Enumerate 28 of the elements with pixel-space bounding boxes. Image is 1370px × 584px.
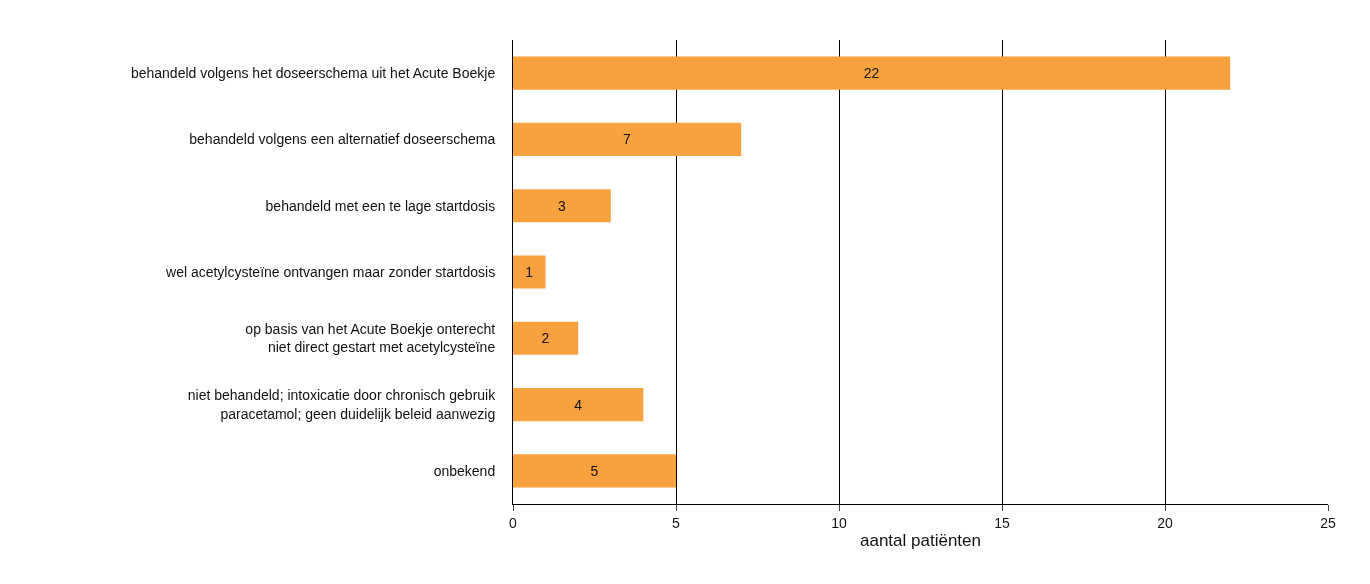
x-tick-label: 5 <box>672 514 681 531</box>
y-tick-label: behandeld volgens een alternatief doseerschema <box>189 131 496 148</box>
x-axis-title: aantal patiënten <box>860 531 981 551</box>
bar <box>513 388 644 422</box>
data-label: 2 <box>541 330 550 347</box>
bar <box>513 255 546 289</box>
y-tick-label: wel acetylcysteïne ontvangen maar zonder startdosis <box>165 263 496 280</box>
x-tick-label: 15 <box>994 514 1010 531</box>
data-label: 22 <box>863 65 880 82</box>
data-label: 3 <box>557 197 566 214</box>
x-tick-label: 10 <box>831 514 847 531</box>
bar <box>513 56 1231 90</box>
bar <box>513 122 742 156</box>
data-label: 4 <box>574 396 583 413</box>
data-label: 5 <box>590 462 599 479</box>
y-tick-label: op basis van het Acute Boekje onterecht niet direct gestart met acetylcysteïne <box>245 321 496 356</box>
y-tick-label: niet behandeld; intoxicatie door chronisch gebruik paracetamol; geen duidelijk beleid aanwezig <box>187 387 497 422</box>
x-tick-label: 0 <box>509 514 518 531</box>
data-label: 7 <box>623 131 632 148</box>
x-tick-label: 25 <box>1320 514 1336 531</box>
bar <box>513 454 676 488</box>
y-tick-label: behandeld volgens het doseerschema uit het Acute Boekje <box>130 65 496 82</box>
bar <box>513 189 611 223</box>
bar <box>513 321 579 355</box>
y-tick-label: behandeld met een te lage startdosis <box>265 197 496 214</box>
x-tick-label: 20 <box>1157 514 1173 531</box>
data-label: 1 <box>525 264 534 280</box>
y-tick-label: onbekend <box>433 462 496 479</box>
